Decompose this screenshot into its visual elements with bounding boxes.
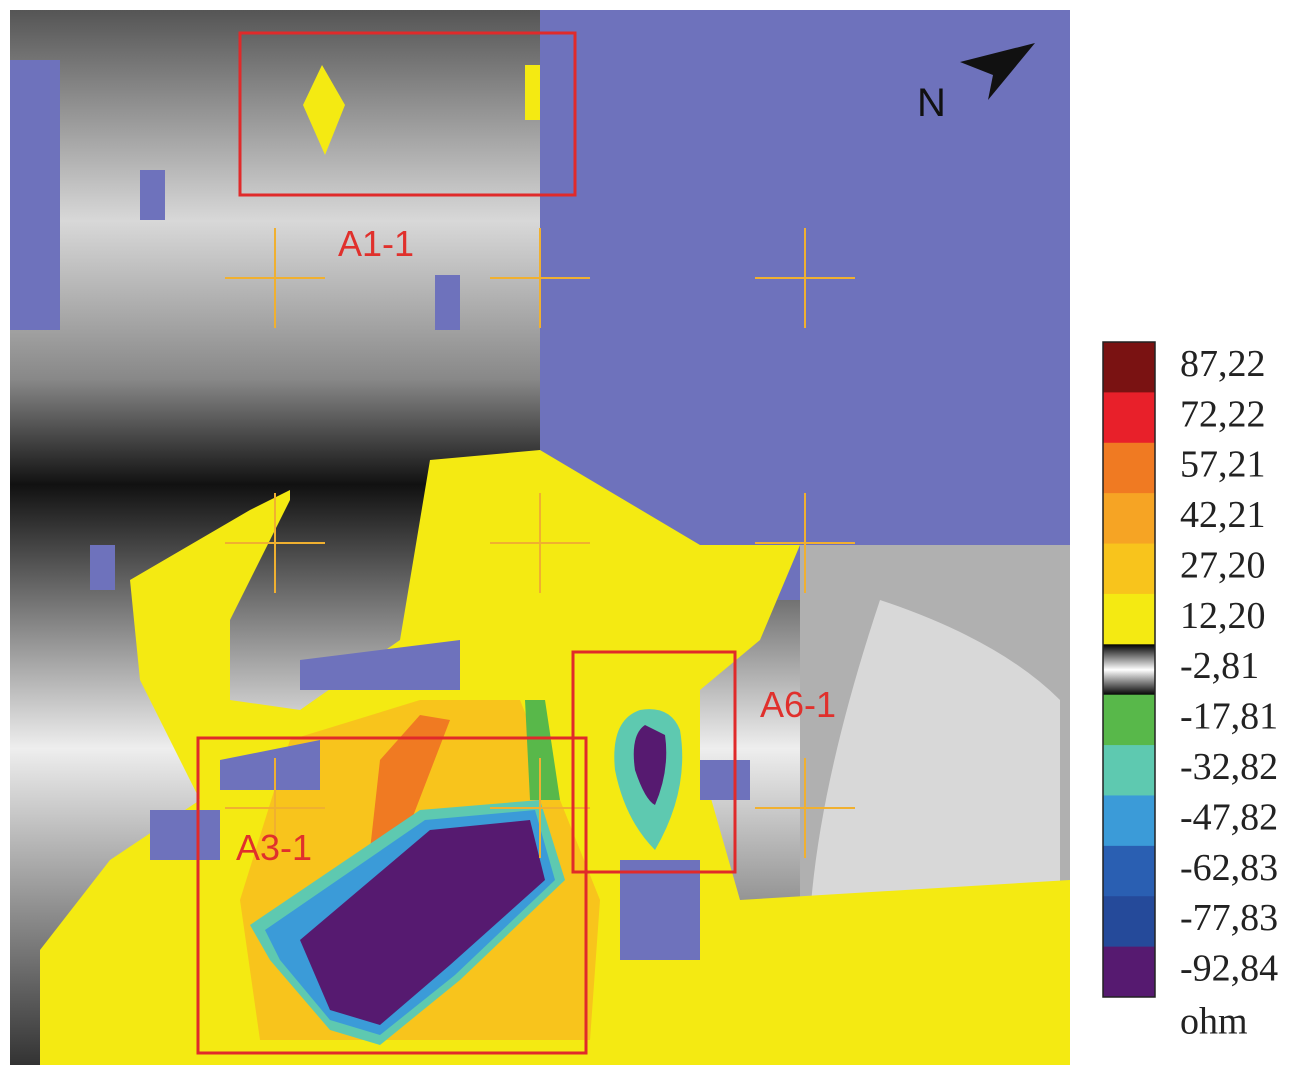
legend-label: -32,82 (1180, 746, 1278, 788)
legend-label: 57,21 (1180, 444, 1266, 486)
legend-label: -47,82 (1180, 796, 1278, 838)
legend-swatch (1103, 544, 1155, 595)
legend-swatch (1103, 342, 1155, 393)
page: A1-1 A3-1 A6-1 N 87,22 72,22 57,21 42,21 27,… (0, 0, 1307, 1065)
legend-swatch (1103, 644, 1155, 695)
legend-label: 72,22 (1180, 393, 1266, 435)
map: A1-1 A3-1 A6-1 N (10, 10, 1070, 1065)
legend-unit: ohm (1180, 1001, 1248, 1043)
legend-label: 87,22 (1180, 343, 1266, 385)
legend-swatch (1103, 795, 1155, 846)
area-label: A3-1 (236, 827, 312, 868)
legend-label: -77,83 (1180, 897, 1278, 939)
legend-swatch (1103, 947, 1155, 998)
legend-label: 42,21 (1180, 494, 1266, 536)
legend-swatch (1103, 896, 1155, 947)
legend-label: 12,20 (1180, 595, 1266, 637)
legend-swatch (1103, 392, 1155, 443)
legend: 87,22 72,22 57,21 42,21 27,20 12,20 -2,81 -17,8… (1103, 342, 1278, 1043)
legend-swatch (1103, 695, 1155, 746)
legend-swatch (1103, 443, 1155, 494)
legend-swatch (1103, 846, 1155, 897)
area-label: A1-1 (338, 223, 414, 264)
legend-swatch (1103, 745, 1155, 796)
legend-label: -17,81 (1180, 696, 1278, 738)
legend-label: 27,20 (1180, 544, 1266, 586)
legend-label: -2,81 (1180, 645, 1259, 687)
legend-label: -62,83 (1180, 847, 1278, 889)
north-label: N (917, 81, 946, 125)
legend-swatch (1103, 493, 1155, 544)
legend-label: -92,84 (1180, 948, 1278, 990)
legend-swatch (1103, 594, 1155, 645)
area-label: A6-1 (760, 684, 836, 725)
